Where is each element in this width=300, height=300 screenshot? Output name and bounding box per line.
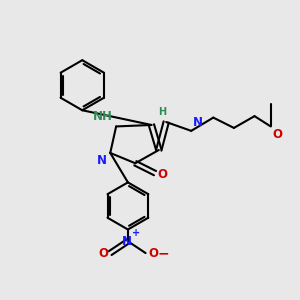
Text: N: N <box>97 154 107 167</box>
Text: O: O <box>98 247 108 260</box>
Text: H: H <box>158 107 166 117</box>
Text: O: O <box>272 128 282 141</box>
Text: N: N <box>122 235 131 248</box>
Text: NH: NH <box>93 110 112 123</box>
Text: N: N <box>193 116 203 129</box>
Text: O: O <box>148 247 158 260</box>
Text: −: − <box>158 246 170 260</box>
Text: +: + <box>132 228 140 238</box>
Text: O: O <box>158 168 167 181</box>
